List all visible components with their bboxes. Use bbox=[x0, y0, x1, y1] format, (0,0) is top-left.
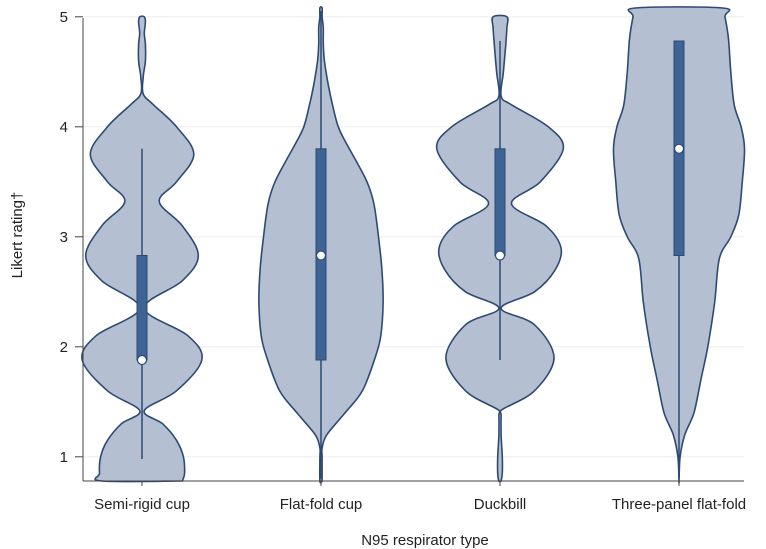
y-tick-label: 5 bbox=[60, 9, 68, 26]
y-axis-title: Likert rating† bbox=[9, 192, 26, 279]
violin-group bbox=[81, 15, 203, 483]
violins bbox=[81, 6, 746, 484]
y-tick-label: 4 bbox=[60, 119, 68, 136]
x-tick-label: Semi-rigid cup bbox=[94, 496, 190, 513]
violin-iqr-box bbox=[136, 255, 148, 361]
violin-median bbox=[673, 143, 685, 154]
violin-median bbox=[315, 250, 327, 261]
violin-median bbox=[136, 354, 148, 366]
x-axis-title: N95 respirator type bbox=[361, 532, 489, 549]
axes: 1 2 3 4 5 Semi-rigid cup Flat-fold cup Duckbill… bbox=[60, 9, 746, 513]
y-tick-label: 3 bbox=[60, 229, 68, 246]
violin-group bbox=[612, 6, 746, 484]
y-tick-label: 2 bbox=[60, 339, 68, 356]
violin-median bbox=[494, 250, 506, 261]
x-tick-label: Three-panel flat-fold bbox=[612, 496, 746, 513]
x-tick-label: Duckbill bbox=[474, 496, 527, 513]
violin-group bbox=[258, 6, 384, 484]
x-tick-label: Flat-fold cup bbox=[280, 496, 363, 513]
violin-iqr-box bbox=[494, 148, 506, 256]
y-tick-label: 1 bbox=[60, 449, 68, 466]
violin-group bbox=[435, 14, 565, 483]
